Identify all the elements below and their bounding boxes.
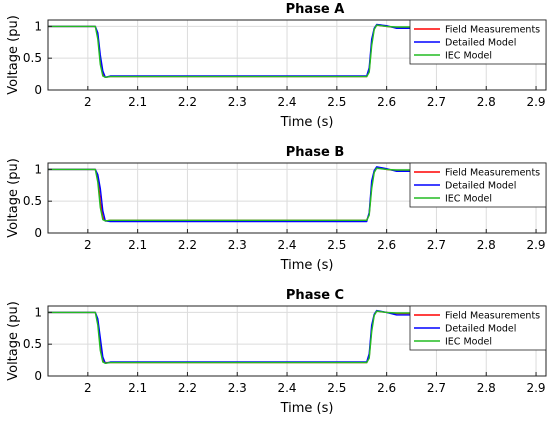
x-tick-label: 2.8 bbox=[477, 238, 496, 252]
y-tick-label: 0.5 bbox=[23, 51, 42, 65]
x-tick-label: 2.2 bbox=[178, 95, 197, 109]
x-tick-label: 2.5 bbox=[327, 381, 346, 395]
legend-label: Field Measurements bbox=[445, 311, 540, 322]
legend: Field Measurements Detailed Model IEC Mode… bbox=[409, 305, 547, 351]
x-axis-label: Time (s) bbox=[280, 401, 334, 416]
x-tick-label: 2.1 bbox=[128, 95, 147, 109]
y-tick-label: 0.5 bbox=[23, 337, 42, 351]
y-tick-label: 0 bbox=[34, 226, 42, 240]
panel-phase-a: 2 2.1 2.2 2.3 2.4 2.5 2.6 2.7 2.8 2.9 0 0.5 1 Phase A… bbox=[6, 2, 547, 130]
y-tick-label: 0 bbox=[34, 83, 42, 97]
x-tick-label: 2.9 bbox=[526, 381, 545, 395]
legend-label: Detailed Model bbox=[445, 181, 516, 192]
y-tick-label: 1 bbox=[34, 19, 42, 33]
x-tick-label: 2.1 bbox=[128, 238, 147, 252]
x-tick-label: 2.1 bbox=[128, 381, 147, 395]
legend-label: Detailed Model bbox=[445, 38, 516, 49]
x-axis-label: Time (s) bbox=[280, 115, 334, 130]
legend-label: Field Measurements bbox=[445, 25, 540, 36]
x-tick-label: 2.6 bbox=[377, 238, 396, 252]
x-axis-label: Time (s) bbox=[280, 258, 334, 273]
x-tick-label: 2.3 bbox=[228, 238, 247, 252]
panel-phase-b: 2 2.1 2.2 2.3 2.4 2.5 2.6 2.7 2.8 2.9 0 0.5 1 Phase B… bbox=[6, 145, 547, 273]
x-tick-label: 2.6 bbox=[377, 95, 396, 109]
series-line-iec-model bbox=[48, 24, 412, 78]
x-tick-label: 2.2 bbox=[178, 381, 197, 395]
x-tick-label: 2 bbox=[84, 95, 92, 109]
panel-phase-c: 2 2.1 2.2 2.3 2.4 2.5 2.6 2.7 2.8 2.9 0 0.5 1 Phase C… bbox=[6, 288, 547, 416]
y-tick-label: 0.5 bbox=[23, 194, 42, 208]
y-tick-label: 0 bbox=[34, 369, 42, 383]
legend-label: IEC Model bbox=[445, 194, 492, 205]
y-axis-label: Voltage (pu) bbox=[6, 301, 21, 381]
x-tick-label: 2.4 bbox=[277, 381, 296, 395]
x-tick-label: 2.7 bbox=[427, 381, 446, 395]
y-axis-label: Voltage (pu) bbox=[6, 158, 21, 238]
legend: Field Measurements Detailed Model IEC Mode… bbox=[409, 162, 547, 208]
x-tick-label: 2.3 bbox=[228, 95, 247, 109]
panel-title: Phase C bbox=[286, 288, 344, 303]
legend-label: IEC Model bbox=[445, 51, 492, 62]
x-tick-label: 2 bbox=[84, 238, 92, 252]
x-tick-label: 2.7 bbox=[427, 238, 446, 252]
panel-title: Phase A bbox=[286, 2, 345, 17]
x-tick-label: 2.4 bbox=[277, 238, 296, 252]
series-line-iec-model bbox=[48, 310, 412, 364]
x-tick-label: 2.5 bbox=[327, 238, 346, 252]
x-tick-label: 2.5 bbox=[327, 95, 346, 109]
legend-label: Detailed Model bbox=[445, 324, 516, 335]
x-tick-label: 2.3 bbox=[228, 381, 247, 395]
series-line-detailed-model bbox=[48, 166, 412, 223]
x-tick-label: 2 bbox=[84, 381, 92, 395]
x-tick-label: 2.7 bbox=[427, 95, 446, 109]
legend: Field Measurements Detailed Model IEC Mode… bbox=[409, 19, 547, 65]
panel-title: Phase B bbox=[286, 145, 345, 160]
x-tick-label: 2.9 bbox=[526, 95, 545, 109]
y-tick-label: 1 bbox=[34, 305, 42, 319]
x-tick-label: 2.8 bbox=[477, 95, 496, 109]
series-line-iec-model bbox=[48, 167, 412, 222]
x-tick-label: 2.2 bbox=[178, 238, 197, 252]
legend-label: IEC Model bbox=[445, 337, 492, 348]
y-tick-label: 1 bbox=[34, 162, 42, 176]
x-tick-label: 2.8 bbox=[477, 381, 496, 395]
x-tick-label: 2.6 bbox=[377, 381, 396, 395]
legend-label: Field Measurements bbox=[445, 168, 540, 179]
y-axis-label: Voltage (pu) bbox=[6, 15, 21, 95]
x-tick-label: 2.9 bbox=[526, 238, 545, 252]
x-tick-label: 2.4 bbox=[277, 95, 296, 109]
